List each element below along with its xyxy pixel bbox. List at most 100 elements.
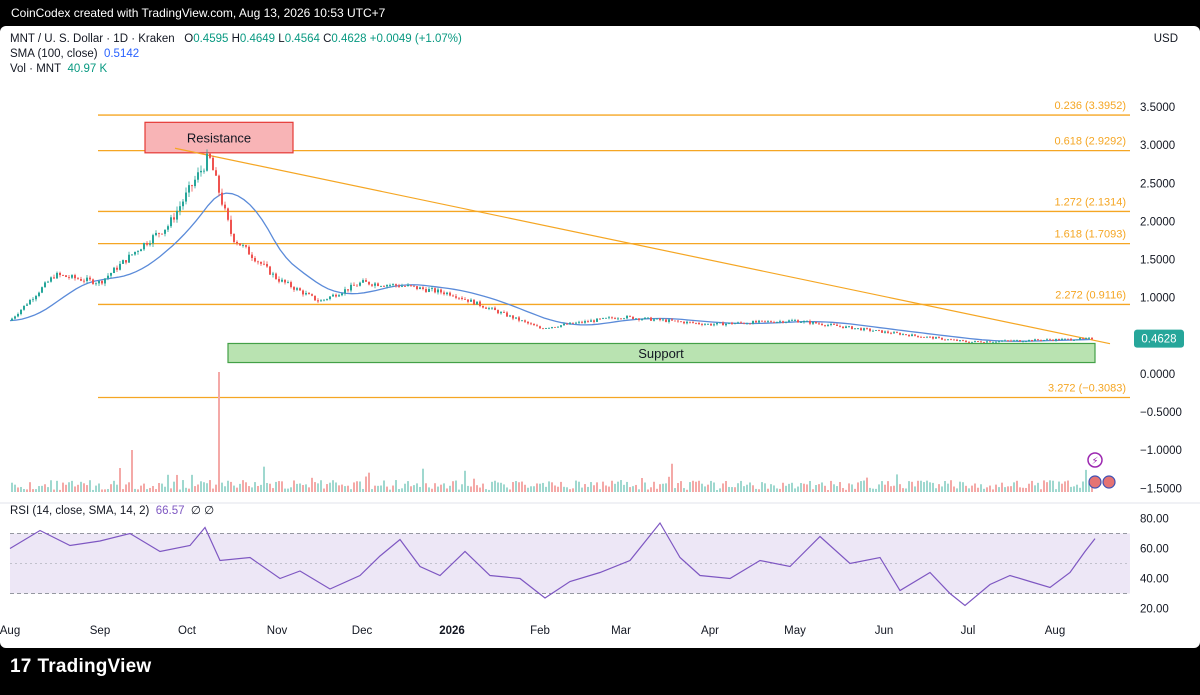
- volume-bar: [680, 481, 682, 492]
- x-axis-tick-label: 2026: [439, 625, 465, 637]
- volume-bar: [209, 480, 211, 492]
- candle-body: [854, 328, 856, 330]
- volume-bar: [938, 484, 940, 492]
- resistance-zone[interactable]: [144, 121, 294, 154]
- fib-level-label: 0.618 (2.9292): [1054, 136, 1126, 148]
- candle-body: [470, 299, 472, 302]
- rsi-legend[interactable]: RSI (14, close, SMA, 14, 2) 66.57 ∅ ∅: [10, 503, 214, 517]
- candle-body: [284, 279, 286, 283]
- volume-bar: [137, 489, 139, 492]
- volume-bar: [959, 481, 961, 492]
- volume-bar: [125, 484, 127, 492]
- candle-body: [188, 185, 190, 193]
- volume-bar: [266, 482, 268, 492]
- volume-bar: [113, 480, 115, 492]
- candle-body: [641, 319, 643, 320]
- candle-body: [533, 323, 535, 326]
- volume-bar: [398, 489, 400, 492]
- candle-body: [254, 258, 256, 262]
- candle-body: [155, 232, 157, 236]
- volume-bar: [809, 480, 811, 492]
- volume-legend[interactable]: Vol · MNT 40.97 K: [10, 63, 107, 75]
- candle-body: [1085, 337, 1087, 339]
- candle-body: [626, 315, 628, 319]
- volume-bar: [881, 481, 883, 492]
- volume-bar: [431, 488, 433, 492]
- candle-body: [584, 321, 586, 323]
- candle-body: [995, 341, 997, 343]
- candle-body: [710, 323, 712, 326]
- rsi-tick-label: 20.00: [1140, 604, 1169, 616]
- volume-bar: [776, 488, 778, 492]
- volume-bar: [560, 481, 562, 492]
- price-chart-svg[interactable]: 3.50003.00002.50002.00001.50001.00000.50…: [0, 26, 1200, 648]
- volume-bar: [122, 489, 124, 492]
- volume-bar: [929, 482, 931, 492]
- candle-body: [140, 249, 142, 252]
- volume-bar: [734, 487, 736, 492]
- currency-label[interactable]: USD: [1153, 33, 1178, 45]
- volume-bar: [80, 481, 82, 492]
- volume-bar: [410, 486, 412, 492]
- candle-body: [185, 192, 187, 202]
- candle-body: [581, 321, 583, 323]
- volume-bar: [578, 481, 580, 492]
- candle-body: [329, 296, 331, 300]
- candle-body: [293, 287, 295, 290]
- candle-body: [965, 340, 967, 342]
- candle-body: [41, 287, 43, 293]
- candle-body: [722, 322, 724, 326]
- volume-bar: [476, 485, 478, 492]
- volume-bar: [164, 486, 166, 492]
- support-zone[interactable]: [227, 342, 1096, 364]
- volume-bar: [857, 482, 859, 492]
- current-price-badge[interactable]: [1134, 329, 1184, 348]
- tradingview-brand[interactable]: 17 TradingView: [10, 656, 151, 678]
- candle-body: [350, 284, 352, 291]
- volume-bar: [890, 486, 892, 492]
- candle-body: [200, 170, 202, 173]
- lightning-event-icon[interactable]: [1087, 452, 1103, 468]
- candle-body: [266, 264, 268, 267]
- volume-bar: [977, 487, 979, 492]
- volume-bar: [500, 482, 502, 492]
- volume-bar: [392, 485, 394, 492]
- candle-body: [164, 229, 166, 234]
- volume-bar: [482, 483, 484, 492]
- us-flag-event-icon[interactable]: [1102, 475, 1116, 489]
- volume-bar: [236, 487, 238, 492]
- candle-body: [428, 288, 430, 292]
- rsi-settings-icons[interactable]: ∅ ∅: [190, 505, 215, 517]
- volume-bar: [746, 484, 748, 492]
- volume-bar: [779, 488, 781, 492]
- candle-body: [209, 153, 211, 158]
- volume-bar: [395, 480, 397, 492]
- volume-bar: [227, 480, 229, 492]
- fib-level-label: 1.272 (2.1314): [1054, 196, 1126, 208]
- candle-body: [530, 323, 532, 325]
- volume-bar: [140, 485, 142, 492]
- volume-bar: [191, 474, 193, 492]
- candle-body: [1076, 339, 1078, 341]
- candle-body: [455, 296, 457, 298]
- volume-bar: [791, 482, 793, 492]
- candle-body: [488, 308, 490, 309]
- volume-bar: [632, 486, 634, 492]
- candle-body: [737, 322, 739, 324]
- candle-body: [338, 295, 340, 297]
- volume-bar: [275, 481, 277, 492]
- candle-body: [614, 318, 616, 320]
- us-flag-event-icon[interactable]: [1088, 475, 1102, 489]
- symbol-legend[interactable]: MNT / U. S. Dollar · 1D · Kraken O0.4595…: [10, 33, 462, 45]
- volume-bar: [287, 488, 289, 492]
- candle-body: [377, 283, 379, 287]
- candle-body: [479, 301, 481, 306]
- candle-body: [302, 290, 304, 295]
- volume-bar: [1007, 486, 1009, 492]
- sma-legend[interactable]: SMA (100, close) 0.5142: [10, 48, 139, 60]
- volume-bar: [1025, 487, 1027, 492]
- volume-bar: [341, 484, 343, 492]
- x-axis-tick-label: Apr: [701, 625, 719, 637]
- volume-bar: [143, 483, 145, 492]
- candle-body: [797, 320, 799, 323]
